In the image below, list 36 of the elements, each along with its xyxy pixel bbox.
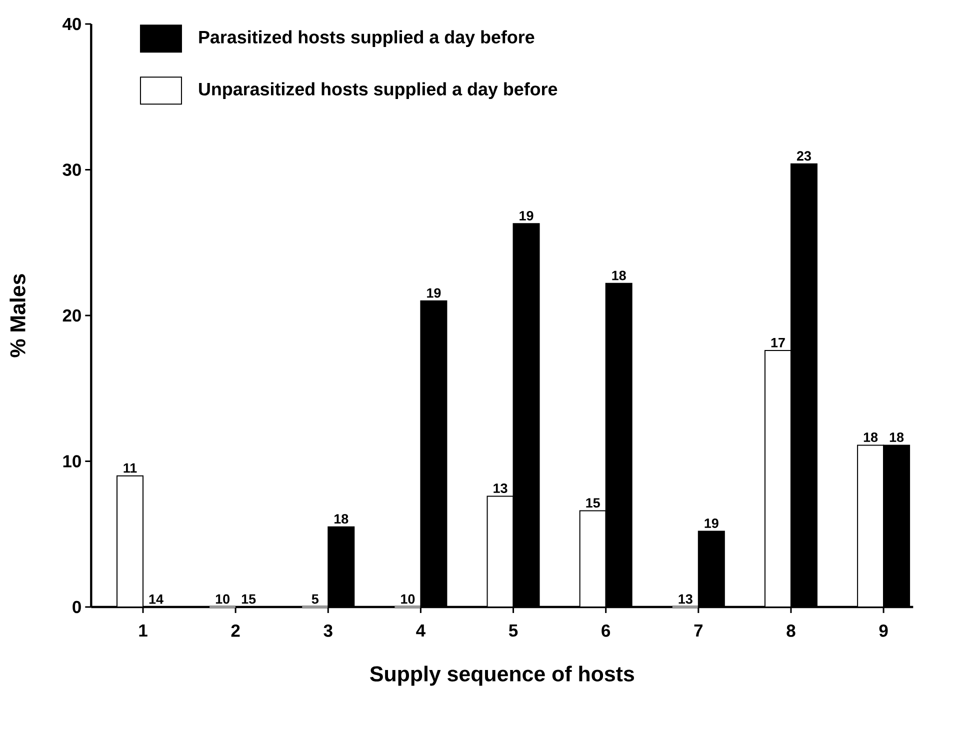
annotation: 13: [494, 483, 508, 494]
annotation: 11: [124, 463, 137, 473]
annotation: 13: [678, 594, 692, 604]
x-tick-label: 6: [602, 624, 610, 637]
annotation: 18: [612, 270, 626, 280]
x-tick-label: 1: [139, 624, 148, 637]
x-tick-label: 3: [324, 624, 332, 637]
annotation: 18: [864, 432, 878, 442]
annotation: 10: [216, 594, 230, 604]
x-axis-title: Supply sequence of hosts: [370, 666, 634, 686]
y-axis-title: % Males: [10, 274, 26, 358]
y-tick-label: 20: [62, 309, 81, 322]
x-tick-label: 4: [416, 624, 426, 637]
annotation: 18: [334, 514, 348, 524]
y-tick-label: 0: [72, 600, 81, 614]
annotation: 23: [796, 151, 811, 161]
annotation: 19: [704, 518, 718, 528]
annotation: 19: [520, 210, 534, 220]
annotation: 5: [312, 594, 319, 604]
annotation: 10: [401, 594, 415, 604]
x-tick-label: 5: [508, 624, 518, 637]
annotation: 14: [149, 594, 164, 604]
x-tick-label: 8: [786, 624, 796, 637]
y-tick-label: 10: [63, 455, 81, 468]
annotation: 18: [890, 432, 904, 442]
x-tick-label: 2: [231, 624, 240, 637]
x-tick-label: 7: [694, 624, 702, 637]
y-tick-label: 40: [62, 18, 81, 30]
annotation: 15: [586, 498, 600, 508]
legend-label: Parasitized hosts supplied a day before: [199, 30, 534, 48]
y-tick-label: 30: [62, 164, 81, 176]
x-tick-label: 9: [879, 624, 888, 637]
annotation: 17: [771, 338, 785, 348]
annotation: 19: [427, 288, 441, 298]
annotation: 15: [242, 594, 256, 604]
legend-label: Unparasitized hosts supplied a day before: [199, 82, 558, 100]
